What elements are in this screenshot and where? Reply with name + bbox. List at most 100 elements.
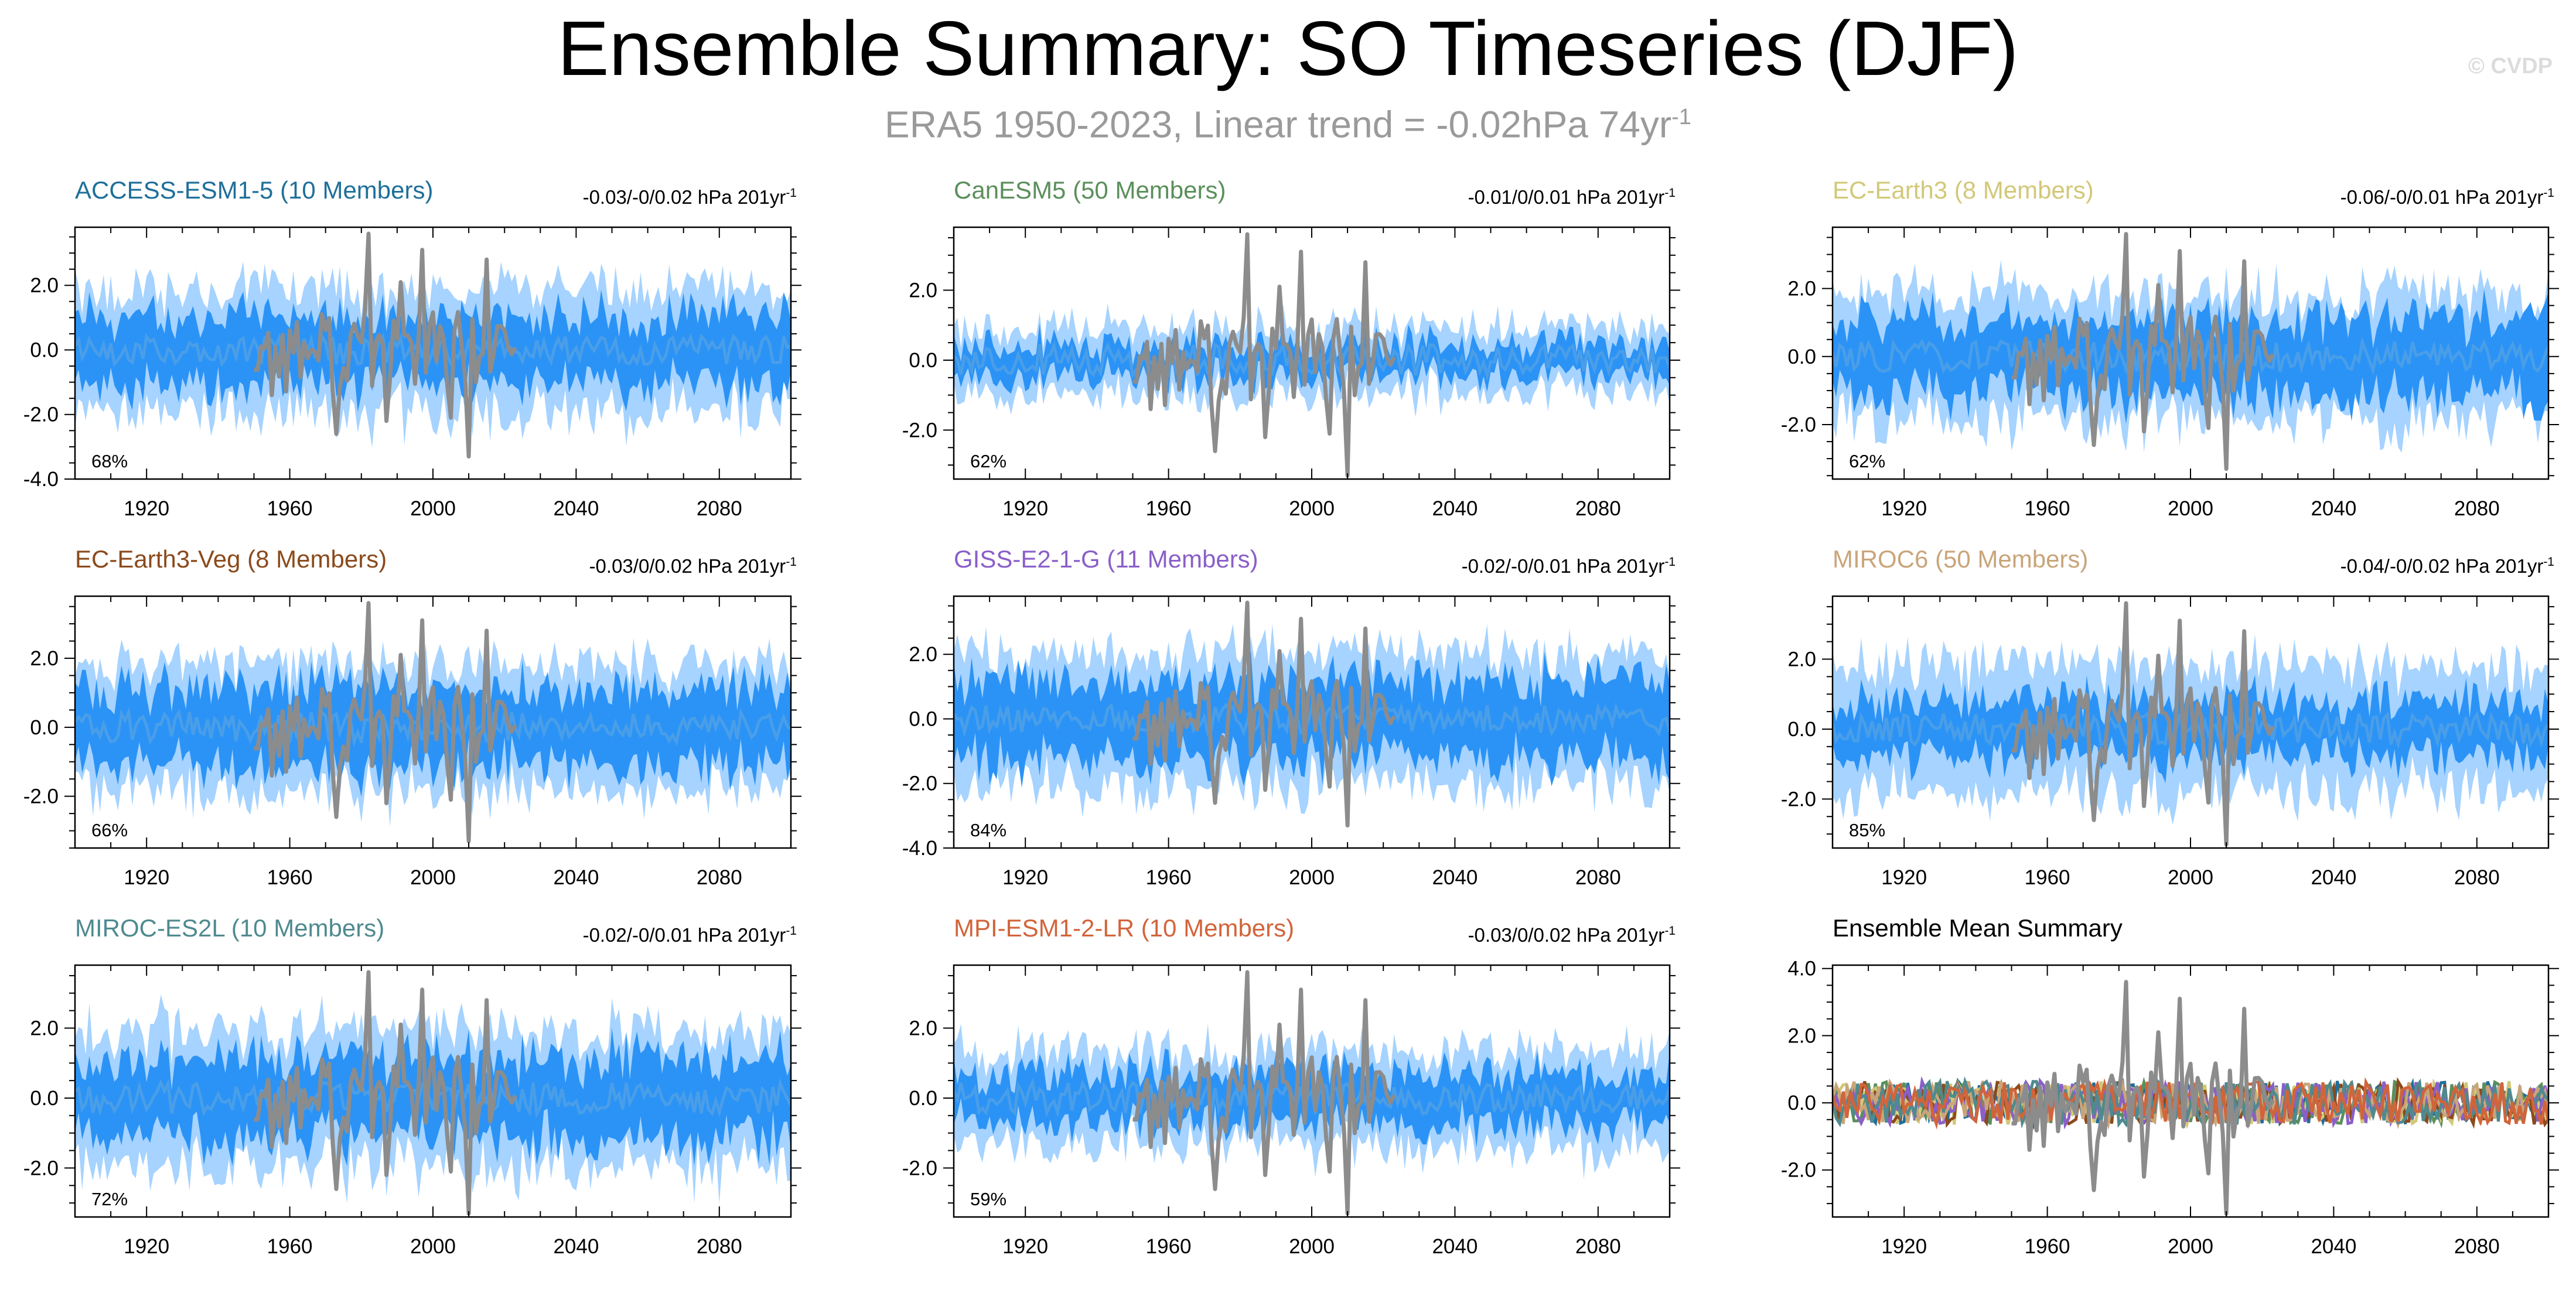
- y-tick-label: -2.0: [23, 1157, 59, 1179]
- trend-text: -0.01/0/0.01 hPa 201yr: [1468, 186, 1665, 208]
- percent-label: 85%: [1849, 820, 1885, 840]
- x-tick-label: 2000: [1289, 1235, 1335, 1258]
- chart-svg: 1920 1960 2000 2040 2080 2.0 0.0 -2.0 62%: [902, 226, 1680, 520]
- y-tick-label: -2.0: [1781, 1159, 1816, 1182]
- y-tick-label: 0.0: [1787, 346, 1816, 368]
- x-tick-label: 1920: [1002, 1235, 1048, 1258]
- x-tick-label: 1960: [267, 1235, 313, 1258]
- y-tick-label: 0.0: [1787, 718, 1816, 741]
- trend-superscript: -1: [1664, 924, 1676, 938]
- panel-title: ACCESS-ESM1-5 (10 Members): [75, 176, 434, 204]
- observation-line: [1132, 970, 1396, 1216]
- trend-superscript: -1: [786, 186, 797, 200]
- x-tick-label: 1920: [124, 1235, 169, 1258]
- trend-text: -0.02/-0/0.01 hPa 201yr: [582, 924, 786, 946]
- x-tick-label: 1960: [267, 866, 313, 889]
- observation-line: [2011, 980, 2275, 1216]
- x-tick-label: 1920: [124, 866, 169, 889]
- chart-panel: CanESM5 (50 Members) -0.01/0/0.01 hPa 201…: [879, 170, 1699, 568]
- trend-superscript: -1: [1664, 186, 1676, 200]
- x-tick-label: 2000: [1289, 866, 1335, 889]
- y-tick-label: 4.0: [1787, 958, 1816, 980]
- plot-area: [1833, 232, 2548, 471]
- x-tick-label: 1960: [1146, 497, 1192, 520]
- x-tick-label: 2000: [410, 1235, 456, 1258]
- trend-text: -0.04/-0/0.02 hPa 201yr: [2340, 555, 2544, 577]
- x-tick-label: 2080: [697, 497, 742, 520]
- x-tick-label: 2040: [2311, 497, 2356, 520]
- chart-panel: MPI-ESM1-2-LR (10 Members) -0.03/0/0.02 h…: [879, 908, 1699, 1306]
- trend-text: -0.06/-0/0.01 hPa 201yr: [2340, 186, 2544, 208]
- y-tick-label: 2.0: [1787, 1024, 1816, 1047]
- plot-area: [954, 232, 1670, 478]
- x-tick-label: 2000: [410, 497, 456, 520]
- percent-label: 62%: [1849, 451, 1885, 471]
- x-tick-label: 2040: [1432, 866, 1478, 889]
- page-subtitle: ERA5 1950-2023, Linear trend = -0.02hPa …: [0, 94, 2576, 148]
- panel-trend-label: -0.01/0/0.01 hPa 201yr-1: [1468, 182, 1676, 209]
- chart-panel: MIROC6 (50 Members) -0.04/-0/0.02 hPa 201…: [1758, 539, 2576, 937]
- trend-superscript: -1: [2543, 555, 2554, 569]
- percent-label: 66%: [91, 820, 128, 840]
- trend-superscript: -1: [1664, 555, 1676, 569]
- panel-trend-label: -0.06/-0/0.01 hPa 201yr-1: [2340, 182, 2554, 209]
- page-title: Ensemble Summary: SO Timeseries (DJF): [557, 5, 2019, 91]
- x-tick-label: 2080: [1575, 866, 1621, 889]
- chart-svg: 1920 1960 2000 2040 2080 2.0 0.0 -2.0 59%: [902, 964, 1680, 1258]
- y-tick-label: 2.0: [909, 643, 937, 666]
- observation-line: [254, 231, 517, 459]
- panel-trend-label: -0.02/-0/0.01 hPa 201yr-1: [583, 919, 797, 947]
- x-tick-label: 2000: [410, 866, 456, 889]
- spread-inner-band: [75, 659, 791, 797]
- plot-area: [954, 970, 1670, 1216]
- plot-area: [1833, 980, 2548, 1216]
- chart-svg: 1920 1960 2000 2040 2080 2.0 0.0 -2.0 -4.0 84%: [902, 595, 1680, 889]
- x-tick-label: 1960: [2025, 1235, 2070, 1258]
- x-tick-label: 1960: [1146, 1235, 1192, 1258]
- percent-label: 59%: [970, 1189, 1006, 1209]
- percent-label: 68%: [91, 451, 128, 471]
- plot-area: [1833, 601, 2548, 847]
- x-tick-label: 1920: [1881, 1235, 1927, 1258]
- y-tick-label: 0.0: [30, 339, 59, 361]
- chart-svg: 1920 1960 2000 2040 2080 2.0 0.0 -2.0 -4.0 68%: [23, 226, 801, 520]
- chart-svg: 1920 1960 2000 2040 2080 2.0 0.0 -2.0 72%: [23, 964, 801, 1258]
- trend-text: -0.03/0/0.02 hPa 201yr: [589, 555, 786, 577]
- x-tick-label: 1920: [1881, 866, 1927, 889]
- trend-text: -0.03/-0/0.02 hPa 201yr: [582, 186, 786, 208]
- y-tick-label: -4.0: [23, 468, 59, 491]
- percent-label: 62%: [970, 451, 1006, 471]
- x-tick-label: 1920: [124, 497, 169, 520]
- y-tick-label: -2.0: [1781, 788, 1816, 811]
- x-tick-label: 2040: [553, 497, 599, 520]
- plot-area: [75, 970, 791, 1216]
- x-tick-label: 2000: [1289, 497, 1335, 520]
- subtitle-superscript: -1: [1671, 105, 1691, 129]
- y-tick-label: 2.0: [30, 274, 59, 297]
- ensemble-mean-line: [1833, 336, 2548, 376]
- chart-panel: EC-Earth3-Veg (8 Members) -0.03/0/0.02 hP…: [0, 539, 820, 937]
- y-tick-label: 0.0: [909, 707, 937, 730]
- observation-line: [254, 970, 517, 1216]
- x-tick-label: 2080: [2454, 497, 2500, 520]
- panel-trend-label: -0.02/-0/0.01 hPa 201yr-1: [1462, 551, 1676, 578]
- x-tick-label: 2080: [2454, 1235, 2500, 1258]
- ensemble-mean-line: [75, 707, 791, 747]
- y-tick-label: -4.0: [902, 837, 937, 860]
- chart-panel: ACCESS-ESM1-5 (10 Members) -0.03/-0/0.02 …: [0, 170, 820, 568]
- y-tick-label: 2.0: [1787, 648, 1816, 671]
- model-mean-line: [1833, 1077, 2548, 1130]
- trend-superscript: -1: [786, 924, 797, 938]
- y-tick-label: -2.0: [1781, 413, 1816, 436]
- x-tick-label: 2040: [553, 866, 599, 889]
- spread-inner-band: [75, 1027, 791, 1167]
- x-tick-label: 2080: [2454, 866, 2500, 889]
- trend-superscript: -1: [786, 555, 797, 569]
- y-tick-label: 2.0: [1787, 278, 1816, 300]
- subtitle-text: ERA5 1950-2023, Linear trend = -0.02hPa …: [885, 103, 1672, 146]
- y-tick-label: -2.0: [902, 1157, 937, 1179]
- chart-svg: 1920 1960 2000 2040 2080 2.0 0.0 -2.0 85%: [1781, 595, 2559, 889]
- x-tick-label: 1920: [1002, 866, 1048, 889]
- observation-line: [2011, 601, 2275, 847]
- copyright-watermark: © CVDP: [2468, 54, 2553, 78]
